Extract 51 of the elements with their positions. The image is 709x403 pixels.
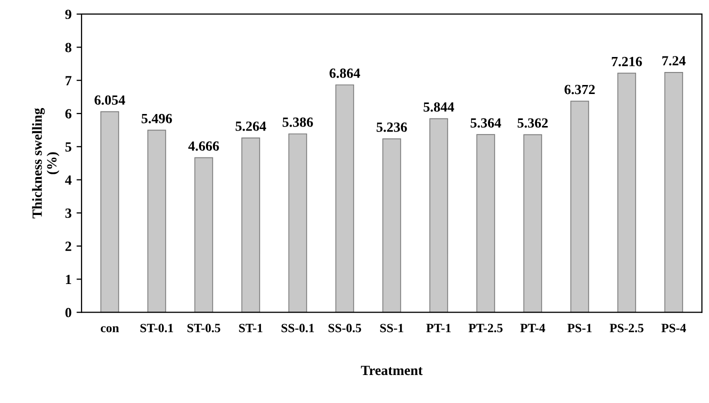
x-tick-label: PT-4 — [520, 324, 546, 332]
bar — [194, 157, 214, 312]
bar — [617, 72, 636, 312]
data-label: 7.216 — [612, 56, 642, 66]
x-tick-label: PS-4 — [661, 324, 686, 332]
y-tick-label: 4 — [65, 175, 72, 185]
bar — [241, 137, 260, 312]
data-label: 5.386 — [282, 117, 313, 127]
y-tick-label: 7 — [66, 76, 72, 86]
data-label: 5.362 — [518, 118, 548, 128]
bar — [100, 111, 120, 312]
bar — [382, 138, 402, 312]
data-label: 6.864 — [330, 68, 360, 78]
y-tick-label: 9 — [65, 10, 72, 20]
y-tick-label: 5 — [65, 142, 72, 152]
x-tick-label: PS-1 — [567, 324, 592, 332]
x-tick-label: ST-0.5 — [187, 324, 220, 332]
data-label: 5.364 — [470, 118, 502, 128]
bar — [523, 134, 542, 312]
y-tick-label: 1 — [66, 274, 72, 284]
y-tick-label: 0 — [65, 308, 72, 318]
x-tick-label: ST-0.1 — [140, 324, 174, 332]
x-tick-label: SS-0.1 — [282, 324, 314, 332]
data-label: 5.236 — [376, 122, 407, 132]
bar — [335, 84, 354, 312]
data-label: 5.496 — [142, 114, 172, 124]
bar — [664, 72, 684, 312]
x-tick-label: ST-1 — [239, 324, 262, 332]
bar — [147, 130, 166, 312]
x-axis-title: Treatment — [360, 366, 423, 376]
y-tick-label: 8 — [65, 42, 72, 52]
x-tick-label: PT-2.5 — [468, 324, 503, 332]
y-tick-label: 3 — [65, 208, 72, 218]
bar — [476, 134, 496, 312]
data-label: 6.054 — [94, 95, 126, 105]
bar — [570, 100, 590, 312]
x-tick-label: con — [100, 326, 119, 332]
data-label: 4.666 — [188, 141, 219, 151]
y-tick-label: 2 — [65, 242, 72, 251]
y-axis-title: Thickness swelling (%) — [32, 108, 60, 218]
data-label: 6.372 — [564, 84, 595, 94]
bar — [288, 133, 308, 312]
data-label: 5.844 — [424, 102, 454, 112]
data-label: 5.264 — [236, 122, 266, 131]
x-tick-label: SS-1 — [380, 324, 404, 332]
x-tick-label: SS-0.5 — [328, 324, 362, 332]
x-tick-label: PS-2.5 — [610, 324, 644, 332]
data-label: 7.24 — [662, 56, 686, 66]
x-tick-label: PT-1 — [426, 324, 451, 332]
bar — [429, 118, 448, 312]
y-tick-label: 6 — [65, 109, 72, 118]
